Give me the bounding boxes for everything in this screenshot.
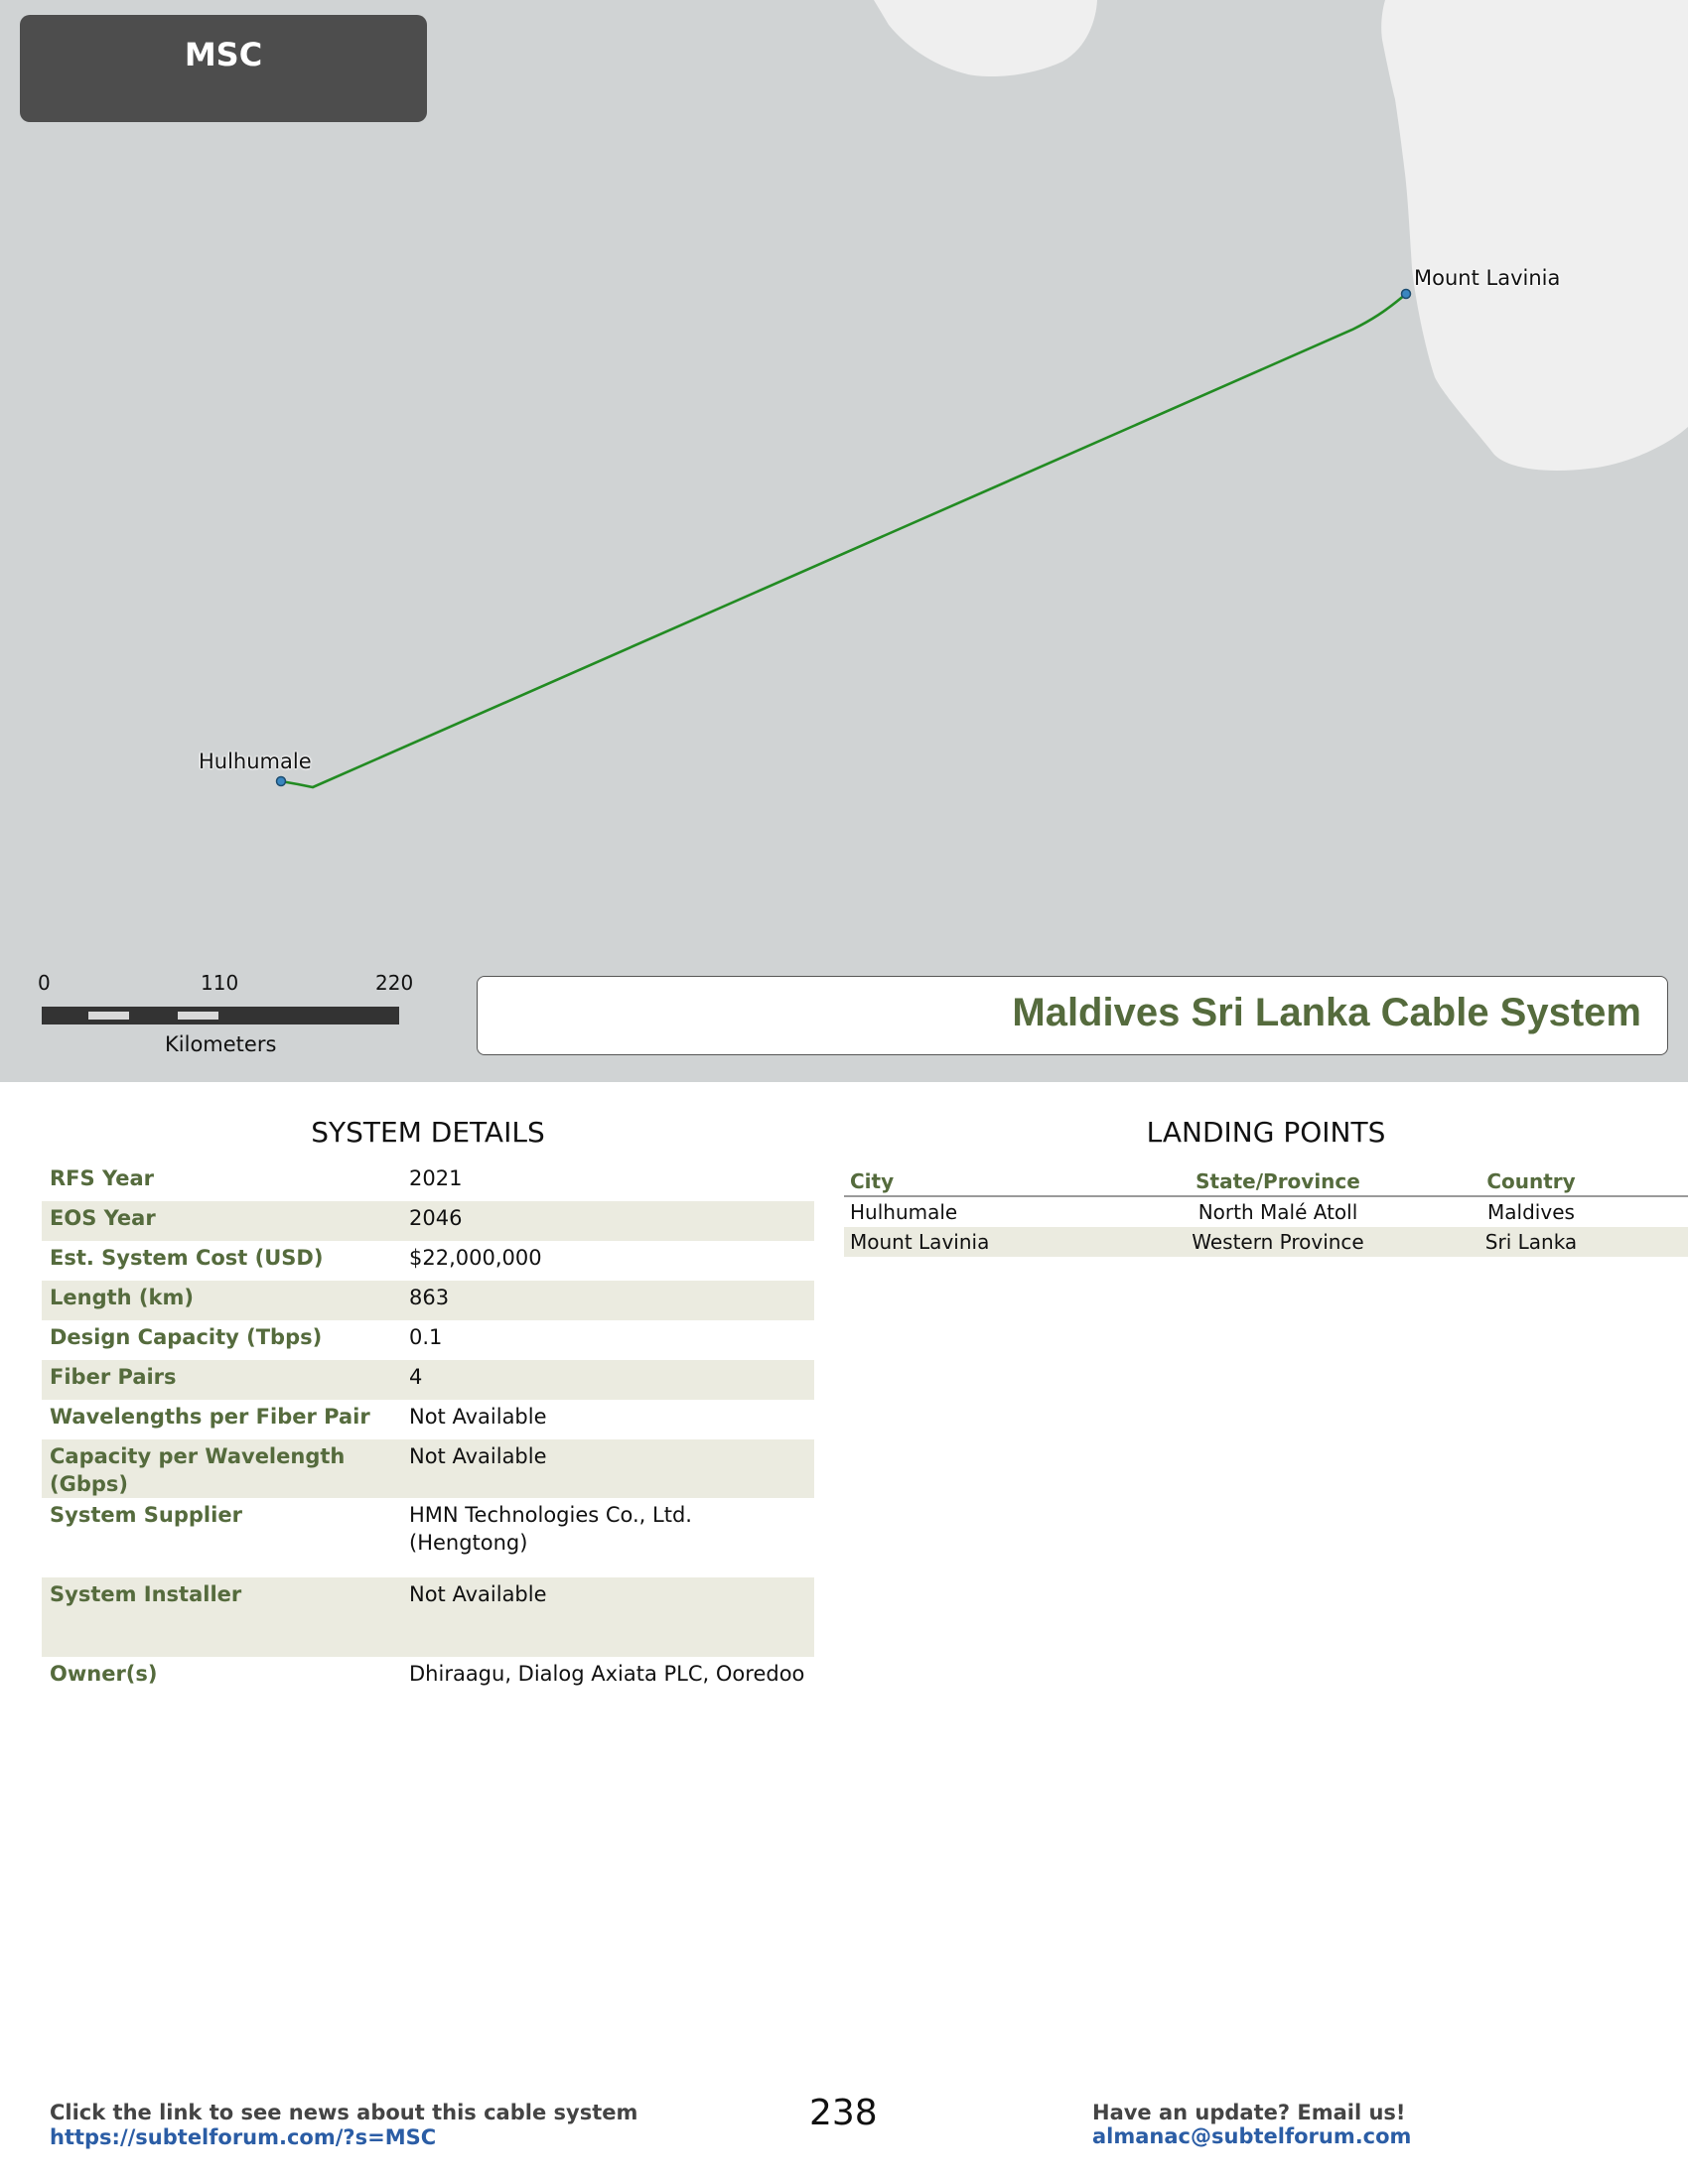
detail-value: $22,000,000 bbox=[409, 1246, 542, 1270]
cable-map: MSC Hulhumale Mount Lavinia 0 110 220 Ki… bbox=[0, 0, 1688, 1082]
detail-row: RFS Year 2021 bbox=[42, 1161, 814, 1201]
cable-route bbox=[280, 293, 1407, 789]
land-sri-lanka bbox=[1381, 0, 1688, 472]
footer-email-link[interactable]: almanac@subtelforum.com bbox=[1092, 2124, 1412, 2148]
system-code: MSC bbox=[184, 36, 263, 73]
map-label-hulhumale: Hulhumale bbox=[199, 750, 312, 773]
landing-row: Hulhumale North Malé Atoll Maldives bbox=[844, 1197, 1688, 1227]
scale-bar: 0 110 220 Kilometers bbox=[38, 971, 419, 1056]
detail-value: Not Available bbox=[409, 1444, 547, 1468]
system-title: Maldives Sri Lanka Cable System bbox=[1012, 991, 1641, 1034]
scale-tick-0: 0 bbox=[38, 971, 51, 995]
detail-value: 863 bbox=[409, 1286, 450, 1309]
detail-value: 2021 bbox=[409, 1166, 463, 1190]
system-details-heading: SYSTEM DETAILS bbox=[311, 1116, 545, 1149]
footer-news: Click the link to see news about this ca… bbox=[50, 2101, 637, 2150]
column-header-country: Country bbox=[1486, 1169, 1576, 1193]
detail-row: System Installer Not Available bbox=[42, 1577, 814, 1657]
detail-row: Length (km) 863 bbox=[42, 1281, 814, 1320]
landing-point-hulhumale[interactable] bbox=[275, 775, 287, 787]
footer-news-note: Click the link to see news about this ca… bbox=[50, 2101, 638, 2124]
landing-points-table: City State/Province Country Hulhumale No… bbox=[844, 1167, 1688, 1257]
page-number: 238 bbox=[809, 2093, 878, 2133]
detail-label: Capacity per Wavelength (Gbps) bbox=[50, 1444, 346, 1496]
scale-tick-220: 220 bbox=[375, 971, 414, 995]
detail-row: Design Capacity (Tbps) 0.1 bbox=[42, 1320, 814, 1360]
landing-city: Hulhumale bbox=[850, 1200, 958, 1224]
column-header-city: City bbox=[850, 1169, 895, 1193]
detail-row: Fiber Pairs 4 bbox=[42, 1360, 814, 1400]
detail-label: Owner(s) bbox=[50, 1662, 158, 1686]
detail-value: Not Available bbox=[409, 1582, 547, 1606]
system-details-table: RFS Year 2021 EOS Year 2046 Est. System … bbox=[42, 1161, 814, 1697]
landing-point-mount-lavinia[interactable] bbox=[1400, 288, 1412, 300]
detail-label: Est. System Cost (USD) bbox=[50, 1246, 324, 1270]
detail-row: Owner(s) Dhiraagu, Dialog Axiata PLC, Oo… bbox=[42, 1657, 814, 1697]
detail-value: Dhiraagu, Dialog Axiata PLC, Ooredoo bbox=[409, 1662, 805, 1686]
detail-label: Fiber Pairs bbox=[50, 1365, 177, 1389]
map-canvas bbox=[275, 0, 1688, 789]
landing-country: Sri Lanka bbox=[1484, 1230, 1578, 1254]
detail-row: EOS Year 2046 bbox=[42, 1201, 814, 1241]
detail-row: Est. System Cost (USD) $22,000,000 bbox=[42, 1241, 814, 1281]
detail-label: System Supplier bbox=[50, 1503, 242, 1527]
detail-value: 4 bbox=[409, 1365, 423, 1389]
detail-row: Capacity per Wavelength (Gbps) Not Avail… bbox=[42, 1439, 814, 1498]
scale-units: Kilometers bbox=[165, 1032, 277, 1056]
landing-state: North Malé Atoll bbox=[1197, 1200, 1358, 1224]
system-code-badge: MSC bbox=[20, 15, 427, 122]
landing-row: Mount Lavinia Western Province Sri Lanka bbox=[844, 1227, 1688, 1257]
landing-header-row: City State/Province Country bbox=[844, 1167, 1688, 1197]
detail-value: Not Available bbox=[409, 1405, 547, 1429]
detail-label: System Installer bbox=[50, 1582, 242, 1606]
detail-value: 2046 bbox=[409, 1206, 463, 1230]
land-india-tip bbox=[874, 0, 1097, 77]
detail-row: System Supplier HMN Technologies Co., Lt… bbox=[42, 1498, 814, 1577]
map-label-mount-lavinia: Mount Lavinia bbox=[1414, 266, 1561, 290]
landing-state: Western Province bbox=[1192, 1230, 1364, 1254]
landing-country: Maldives bbox=[1487, 1200, 1575, 1224]
scale-bar-graphic bbox=[42, 1007, 399, 1024]
column-header-state: State/Province bbox=[1196, 1169, 1360, 1193]
scale-tick-110: 110 bbox=[201, 971, 239, 995]
detail-label: EOS Year bbox=[50, 1206, 156, 1230]
detail-label: RFS Year bbox=[50, 1166, 154, 1190]
land-islet bbox=[1648, 0, 1688, 25]
detail-label: Length (km) bbox=[50, 1286, 194, 1309]
landing-city: Mount Lavinia bbox=[850, 1230, 990, 1254]
system-title-box: Maldives Sri Lanka Cable System bbox=[477, 976, 1668, 1055]
footer-news-link[interactable]: https://subtelforum.com/?s=MSC bbox=[50, 2125, 437, 2149]
detail-label: Wavelengths per Fiber Pair bbox=[50, 1405, 370, 1429]
footer-update: Have an update? Email us! almanac@subtel… bbox=[1092, 2101, 1411, 2148]
detail-value: HMN Technologies Co., Ltd. (Hengtong) bbox=[409, 1503, 692, 1555]
footer-update-note: Have an update? Email us! bbox=[1092, 2101, 1406, 2124]
detail-value: 0.1 bbox=[409, 1325, 443, 1349]
landing-points-heading: LANDING POINTS bbox=[1146, 1116, 1386, 1149]
detail-label: Design Capacity (Tbps) bbox=[50, 1325, 323, 1349]
detail-row: Wavelengths per Fiber Pair Not Available bbox=[42, 1400, 814, 1439]
